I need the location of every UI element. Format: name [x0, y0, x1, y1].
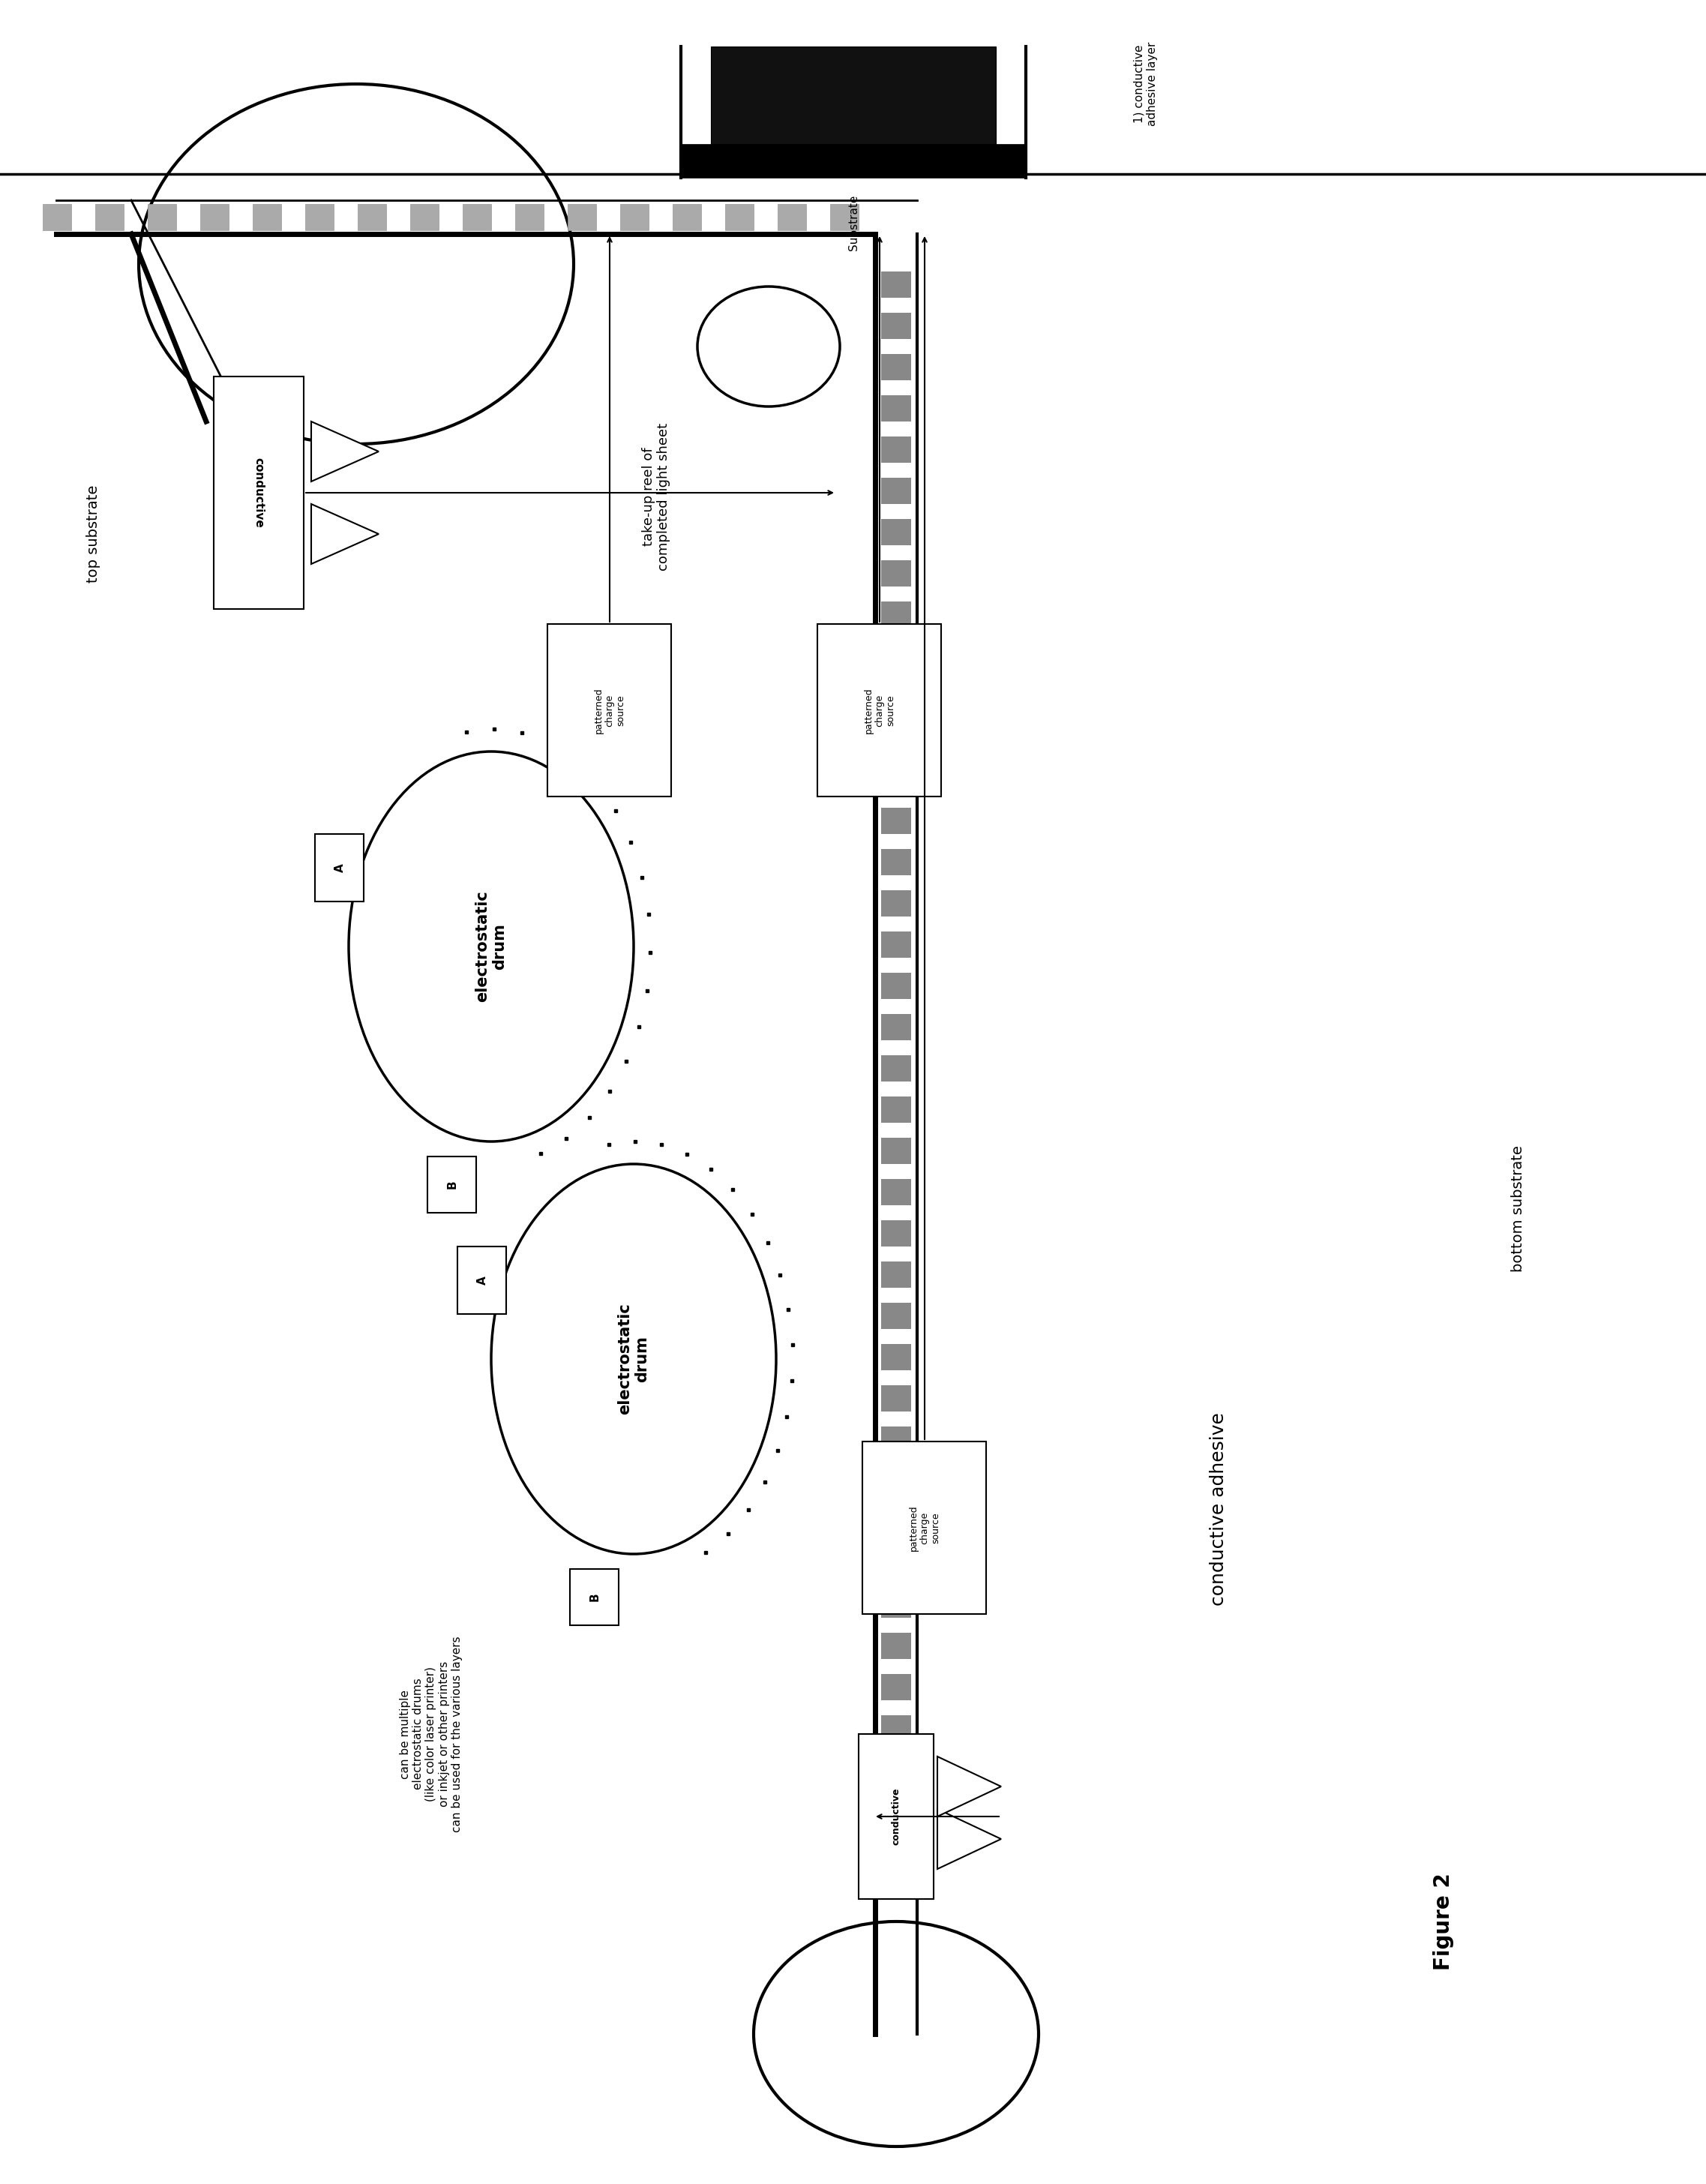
Bar	[548, 625, 670, 797]
Text: top substrate: top substrate	[87, 485, 101, 583]
Bar	[428, 1158, 476, 1212]
Bar	[725, 203, 754, 229]
Bar	[305, 203, 334, 229]
Bar	[409, 203, 438, 229]
Bar	[462, 203, 491, 229]
Bar	[880, 1179, 911, 1206]
Bar	[880, 520, 911, 546]
Text: electrostatic
drum: electrostatic drum	[474, 891, 507, 1002]
Bar	[880, 1592, 911, 1618]
Bar	[880, 1055, 911, 1081]
Bar	[515, 203, 544, 229]
Bar	[858, 1734, 933, 1900]
Bar	[880, 1468, 911, 1494]
Bar	[880, 1714, 911, 1741]
Bar	[880, 972, 911, 998]
Bar	[880, 684, 911, 710]
Bar	[457, 1247, 507, 1315]
Polygon shape	[937, 1756, 1001, 1817]
Bar	[880, 312, 911, 339]
Bar	[880, 808, 911, 834]
Bar	[570, 1568, 619, 1625]
Text: B: B	[589, 1592, 601, 1601]
Bar	[316, 834, 363, 902]
Bar	[880, 354, 911, 380]
Bar	[880, 1551, 911, 1577]
Text: conductive: conductive	[891, 1789, 901, 1845]
Bar	[880, 271, 911, 297]
Bar	[621, 203, 648, 229]
Text: patterned
charge
source: patterned charge source	[909, 1505, 940, 1551]
Bar	[880, 1756, 911, 1782]
Bar	[880, 1797, 911, 1824]
Bar	[880, 395, 911, 422]
Polygon shape	[310, 422, 379, 480]
Bar	[43, 203, 72, 229]
Text: take-up reel of
completed light sheet: take-up reel of completed light sheet	[641, 422, 670, 570]
Bar	[880, 1343, 911, 1369]
Bar	[96, 203, 125, 229]
Polygon shape	[310, 505, 379, 563]
Bar	[778, 203, 807, 229]
Bar	[880, 1634, 911, 1660]
Bar	[817, 625, 942, 797]
Bar	[672, 203, 701, 229]
Bar	[880, 1138, 911, 1164]
Bar	[880, 478, 911, 505]
Bar	[880, 850, 911, 876]
Bar	[880, 1426, 911, 1452]
Text: Figure 2: Figure 2	[1433, 1874, 1454, 1970]
Text: patterned
charge
source: patterned charge source	[594, 688, 626, 734]
Bar	[358, 203, 386, 229]
Bar	[148, 203, 176, 229]
Bar	[880, 725, 911, 751]
Text: 1) conductive
adhesive layer: 1) conductive adhesive layer	[1134, 41, 1158, 127]
Ellipse shape	[138, 83, 573, 443]
Bar	[880, 1221, 911, 1247]
Ellipse shape	[754, 1922, 1039, 2147]
Polygon shape	[937, 1808, 1001, 1870]
Bar	[880, 1509, 911, 1535]
Bar	[880, 1013, 911, 1040]
Bar	[880, 1385, 911, 1411]
Bar	[880, 642, 911, 668]
Ellipse shape	[698, 286, 839, 406]
Bar	[252, 203, 281, 229]
Ellipse shape	[348, 751, 633, 1142]
Bar	[880, 437, 911, 463]
Text: can be multiple
electrostatic drums
(like color laser printer)
or inkjet or othe: can be multiple electrostatic drums (lik…	[399, 1636, 462, 1832]
Bar	[880, 1096, 911, 1123]
Text: patterned
charge
source: patterned charge source	[863, 688, 896, 734]
Text: Substrate: Substrate	[848, 194, 860, 251]
Bar	[681, 144, 1025, 177]
Bar	[213, 376, 304, 609]
Bar	[880, 933, 911, 959]
Text: conductive: conductive	[252, 459, 264, 529]
Bar	[880, 891, 911, 917]
Bar	[880, 767, 911, 793]
Text: A: A	[476, 1275, 488, 1284]
Bar	[568, 203, 595, 229]
Bar	[200, 203, 229, 229]
Bar	[880, 1673, 911, 1701]
Text: bottom substrate: bottom substrate	[1512, 1147, 1525, 1273]
Bar	[880, 561, 911, 587]
Bar	[880, 601, 911, 627]
Bar	[880, 1302, 911, 1330]
Bar	[711, 46, 996, 144]
Text: electrostatic
drum: electrostatic drum	[618, 1304, 650, 1415]
Bar	[862, 1441, 986, 1614]
Bar	[831, 203, 858, 229]
Ellipse shape	[491, 1164, 776, 1555]
Text: conductive adhesive: conductive adhesive	[1210, 1413, 1228, 1605]
Text: A: A	[334, 863, 345, 871]
Text: B: B	[447, 1179, 457, 1188]
Bar	[880, 1262, 911, 1289]
